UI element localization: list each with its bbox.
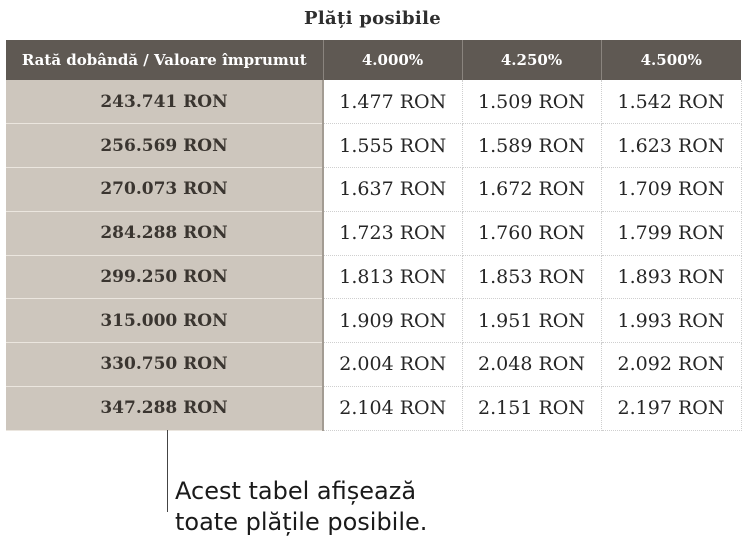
payment-cell[interactable]: 1.672 RON: [462, 167, 602, 212]
payment-cell[interactable]: 1.709 RON: [601, 167, 742, 212]
payment-cell[interactable]: 1.542 RON: [601, 80, 742, 125]
table-row: 330.750 RON 2.004 RON 2.048 RON 2.092 RO…: [6, 342, 742, 387]
callout-leader-line: [167, 430, 168, 512]
callout-line-1: Acest tabel afișează: [175, 477, 417, 505]
callout-caption: Acest tabel afișează toate plățile posib…: [175, 476, 695, 538]
callout-line-2: toate plățile posibile.: [175, 508, 428, 536]
table-title: Plăți posibile: [304, 8, 441, 29]
corner-header-cell[interactable]: Rată dobândă / Valoare împrumut: [6, 40, 324, 80]
payment-cell[interactable]: 1.623 RON: [601, 123, 742, 168]
rate-header-cell[interactable]: 4.500%: [601, 40, 741, 80]
table-row: 299.250 RON 1.813 RON 1.853 RON 1.893 RO…: [6, 255, 742, 300]
payment-cell[interactable]: 1.813 RON: [323, 255, 463, 300]
rate-header-cell[interactable]: 4.000%: [323, 40, 463, 80]
loan-amount-cell[interactable]: 270.073 RON: [6, 167, 324, 212]
payment-cell[interactable]: 1.909 RON: [323, 298, 463, 343]
payment-cell[interactable]: 2.151 RON: [462, 386, 602, 431]
table-row: 270.073 RON 1.637 RON 1.672 RON 1.709 RO…: [6, 167, 742, 212]
payment-cell[interactable]: 1.893 RON: [601, 255, 742, 300]
table-header: Rată dobândă / Valoare împrumut 4.000% 4…: [6, 40, 741, 80]
payment-cell[interactable]: 1.477 RON: [323, 80, 463, 125]
payment-cell[interactable]: 2.197 RON: [601, 386, 742, 431]
table-row: 315.000 RON 1.909 RON 1.951 RON 1.993 RO…: [6, 298, 742, 343]
table-row: 256.569 RON 1.555 RON 1.589 RON 1.623 RO…: [6, 123, 742, 168]
payment-cell[interactable]: 1.799 RON: [601, 211, 742, 256]
loan-amount-cell[interactable]: 330.750 RON: [6, 342, 324, 387]
table-row: 243.741 RON 1.477 RON 1.509 RON 1.542 RO…: [6, 80, 742, 125]
payment-cell[interactable]: 1.589 RON: [462, 123, 602, 168]
payment-cell[interactable]: 1.723 RON: [323, 211, 463, 256]
payment-cell[interactable]: 2.004 RON: [323, 342, 463, 387]
header-row: Rată dobândă / Valoare împrumut 4.000% 4…: [6, 40, 741, 80]
payment-cell[interactable]: 1.637 RON: [323, 167, 463, 212]
loan-amount-cell[interactable]: 284.288 RON: [6, 211, 324, 256]
payment-cell[interactable]: 2.048 RON: [462, 342, 602, 387]
payment-cell[interactable]: 1.509 RON: [462, 80, 602, 125]
payment-cell[interactable]: 1.555 RON: [323, 123, 463, 168]
table-body: 243.741 RON 1.477 RON 1.509 RON 1.542 RO…: [6, 80, 742, 431]
table-row: 347.288 RON 2.104 RON 2.151 RON 2.197 RO…: [6, 386, 742, 431]
loan-amount-cell[interactable]: 315.000 RON: [6, 298, 324, 343]
payment-cell[interactable]: 1.951 RON: [462, 298, 602, 343]
loan-amount-cell[interactable]: 256.569 RON: [6, 123, 324, 168]
payment-cell[interactable]: 2.092 RON: [601, 342, 742, 387]
payments-table-container: Rată dobândă / Valoare împrumut 4.000% 4…: [6, 40, 742, 431]
payment-cell[interactable]: 1.853 RON: [462, 255, 602, 300]
loan-amount-cell[interactable]: 243.741 RON: [6, 80, 324, 125]
payment-cell[interactable]: 1.760 RON: [462, 211, 602, 256]
table-row: 284.288 RON 1.723 RON 1.760 RON 1.799 RO…: [6, 211, 742, 256]
payments-table: Rată dobândă / Valoare împrumut 4.000% 4…: [6, 40, 742, 431]
loan-amount-cell[interactable]: 299.250 RON: [6, 255, 324, 300]
loan-amount-cell[interactable]: 347.288 RON: [6, 386, 324, 431]
payment-cell[interactable]: 2.104 RON: [323, 386, 463, 431]
payment-cell[interactable]: 1.993 RON: [601, 298, 742, 343]
rate-header-cell[interactable]: 4.250%: [462, 40, 602, 80]
